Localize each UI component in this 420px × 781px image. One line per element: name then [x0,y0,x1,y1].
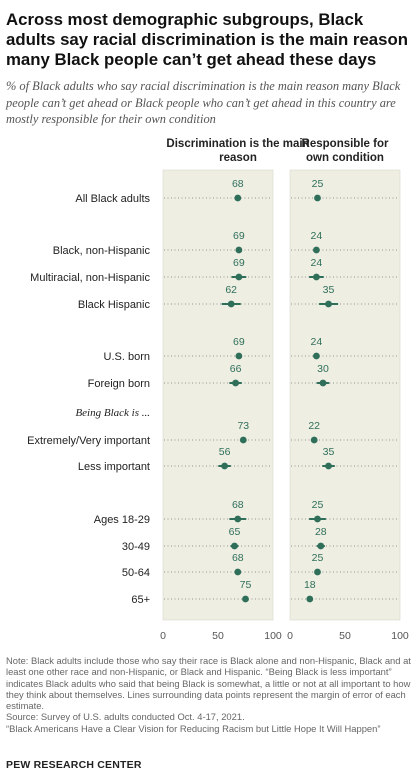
source-text: Source: Survey of U.S. adults conducted … [6,711,245,723]
axis-tick-label: 100 [264,630,282,642]
chart-notes: Note: Black adults include those who say… [6,655,416,734]
value-label: 66 [230,363,242,375]
axis-tick-label: 0 [287,630,293,642]
value-label: 28 [315,526,327,538]
data-point [221,462,229,470]
data-point [325,462,332,470]
data-point [306,595,314,603]
value-label: 24 [311,257,323,269]
row-label: 50-64 [122,567,150,579]
row-label: All Black adults [75,193,150,205]
value-label: 25 [312,178,324,190]
data-point [234,568,242,576]
row-label: Extremely/Very important [27,435,150,447]
value-label: 62 [225,284,237,296]
chart-title: Across most demographic subgroups, Black… [6,10,408,69]
data-point [319,379,327,387]
data-point [313,273,320,281]
data-point [314,194,321,202]
axis-tick-label: 50 [212,630,224,642]
value-label: 24 [311,230,323,242]
axis-tick-label: 50 [339,630,351,642]
value-label: 56 [219,446,231,458]
data-point [239,436,247,444]
data-point [313,352,320,360]
axis-tick-label: 100 [391,630,409,642]
axis-tick-label: 0 [160,630,166,642]
row-label: 65+ [131,594,150,606]
row-label: Being Black is ... [75,407,150,419]
row-label: Black Hispanic [78,299,151,311]
data-point [234,194,242,202]
data-point [231,542,238,550]
data-point [235,246,243,254]
row-label: Foreign born [88,378,150,390]
value-label: 69 [233,257,245,269]
data-point [317,542,325,550]
row-label: Black, non-Hispanic [53,245,151,257]
data-point [235,273,243,281]
value-label: 25 [312,552,324,564]
row-label: Ages 18-29 [94,514,150,526]
value-label: 75 [240,579,252,591]
data-point [235,352,243,360]
panel-header-responsible: Responsible for own condition [301,138,389,164]
value-label: 69 [233,336,245,348]
value-label: 24 [311,336,323,348]
data-point [310,436,318,444]
row-label: Less important [78,461,150,473]
data-point [227,300,235,308]
note-text: Note: Black adults include those who say… [6,655,411,712]
data-point [314,568,321,576]
value-label: 65 [229,526,241,538]
report-title: “Black Americans Have a Clear Vision for… [6,722,381,734]
data-point [232,379,240,387]
row-label: Multiracial, non-Hispanic [30,272,150,284]
data-point [313,246,320,254]
data-point [242,595,249,603]
value-label: 35 [323,446,335,458]
value-label: 22 [308,420,320,432]
row-label: 30-49 [122,541,150,553]
value-label: 25 [312,499,324,511]
data-point [325,300,332,308]
row-label: U.S. born [104,351,150,363]
brand-logo-text: PEW RESEARCH CENTER [6,759,142,771]
panel-background [162,169,274,621]
data-point [234,515,242,523]
value-label: 69 [233,230,245,242]
value-label: 18 [304,579,316,591]
value-label: 68 [232,552,244,564]
value-label: 68 [232,178,244,190]
panel-header-discrimination: Discrimination is the main reason [166,138,310,164]
panel-background [289,169,401,621]
value-label: 30 [317,363,329,375]
value-label: 68 [232,499,244,511]
chart-subtitle: % of Black adults who say racial discrim… [6,79,401,126]
value-label: 35 [323,284,335,296]
value-label: 73 [237,420,249,432]
data-point [314,515,321,523]
